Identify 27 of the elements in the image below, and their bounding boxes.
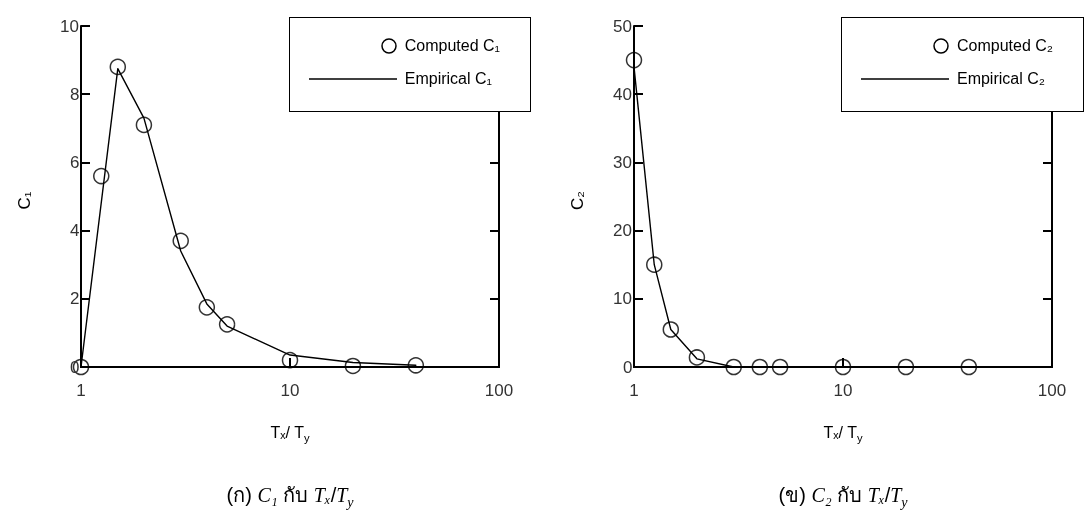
x-tick-label: 1 (76, 381, 86, 400)
x-tick-label: 100 (1037, 381, 1067, 400)
legend: Computed C₂ Empirical C₂ (840, 17, 1084, 112)
y-tick-label: 2 (70, 289, 80, 309)
y-tick-label: 4 (70, 221, 80, 241)
x-tick-label: 10 (833, 381, 853, 400)
x-tick-label: 10 (280, 381, 300, 400)
text: (ก) C₁ กับ Tₓ/T$_{y}$ (226, 484, 354, 510)
y-tick-label: 10 (613, 289, 632, 309)
y-axis-title: C₁ (14, 191, 34, 210)
y-tick-label: 10 (60, 16, 79, 36)
y-tick-label: 30 (613, 152, 632, 172)
y-tick-label: 0 (623, 357, 633, 377)
legend-label: Computed C₂ (956, 36, 1053, 54)
y-tick-label: 6 (70, 152, 80, 172)
x-tick-label: 100 (484, 381, 514, 400)
y-tick-label: 20 (613, 221, 632, 241)
y-axis-title: C₂ (567, 191, 587, 210)
x-tick-label: 1 (629, 381, 639, 400)
y-tick-label: 8 (70, 84, 80, 104)
text: (ข) C₂ กับ Tₓ/T$_{y}$ (778, 484, 908, 510)
x-axis-title: Tₓ/ T$_{y}$ (270, 424, 310, 444)
y-tick-label: 40 (613, 84, 632, 104)
x-axis-title: Tₓ/ T$_{y}$ (823, 424, 863, 444)
legend: Computed C₁ Empirical C₁ (288, 17, 531, 112)
legend-label: Computed C₁ (404, 36, 500, 54)
y-tick-label: 50 (613, 16, 632, 36)
